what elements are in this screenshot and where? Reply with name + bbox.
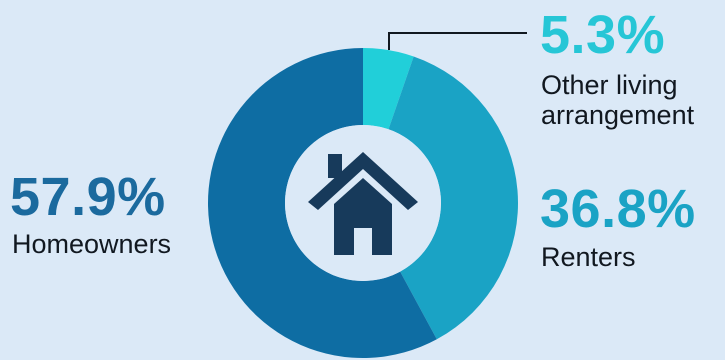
homeowners-label: Homeowners: [12, 229, 172, 259]
slice-homeowners: [207, 48, 437, 358]
other-label: Other living arrangement: [541, 70, 695, 130]
slice-other-living-arrangement: [363, 48, 414, 130]
leader-line-other: [388, 32, 527, 50]
renters-label: Renters: [541, 242, 636, 272]
slice-renters: [388, 56, 518, 340]
renters-percent: 36.8%: [540, 179, 696, 239]
homeowners-percent: 57.9%: [10, 167, 166, 227]
house-icon: [308, 152, 418, 255]
other-percent: 5.3%: [540, 5, 666, 65]
